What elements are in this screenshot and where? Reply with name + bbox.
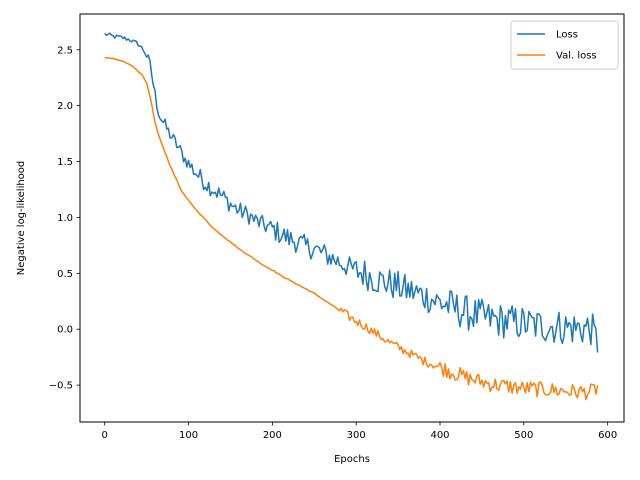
y-tick-label: 1.0 [57,213,73,224]
legend-box [510,20,619,70]
plot-frame [79,13,625,423]
y-tick-label: 0.5 [57,269,73,280]
y-axis-label: Negative log-likelihood [16,161,27,276]
y-tick-label: 1.5 [57,157,73,168]
x-tick-label: 100 [179,430,198,441]
x-tick-label: 0 [102,430,108,441]
y-tick-label: 0.0 [57,325,73,336]
legend-label: Val. loss [556,51,597,62]
x-tick-label: 600 [598,430,617,441]
x-tick-label: 300 [347,430,366,441]
y-axis: −0.5 0.0 0.5 1.0 1.5 2.0 2.5 [49,45,80,392]
x-axis: 0 100 200 300 400 500 600 [102,422,617,441]
y-tick-label: −0.5 [49,381,73,392]
x-axis-label: Epochs [334,454,370,465]
series-line-loss [104,32,599,353]
series-layer [104,32,599,401]
x-tick-label: 200 [263,430,282,441]
legend: Loss Val. loss [510,20,619,70]
y-tick-label: 2.0 [57,101,73,112]
x-tick-label: 400 [430,430,449,441]
y-tick-label: 2.5 [57,45,73,56]
x-tick-label: 500 [514,430,533,441]
series-line-val-loss [104,56,599,401]
legend-label: Loss [556,30,578,41]
